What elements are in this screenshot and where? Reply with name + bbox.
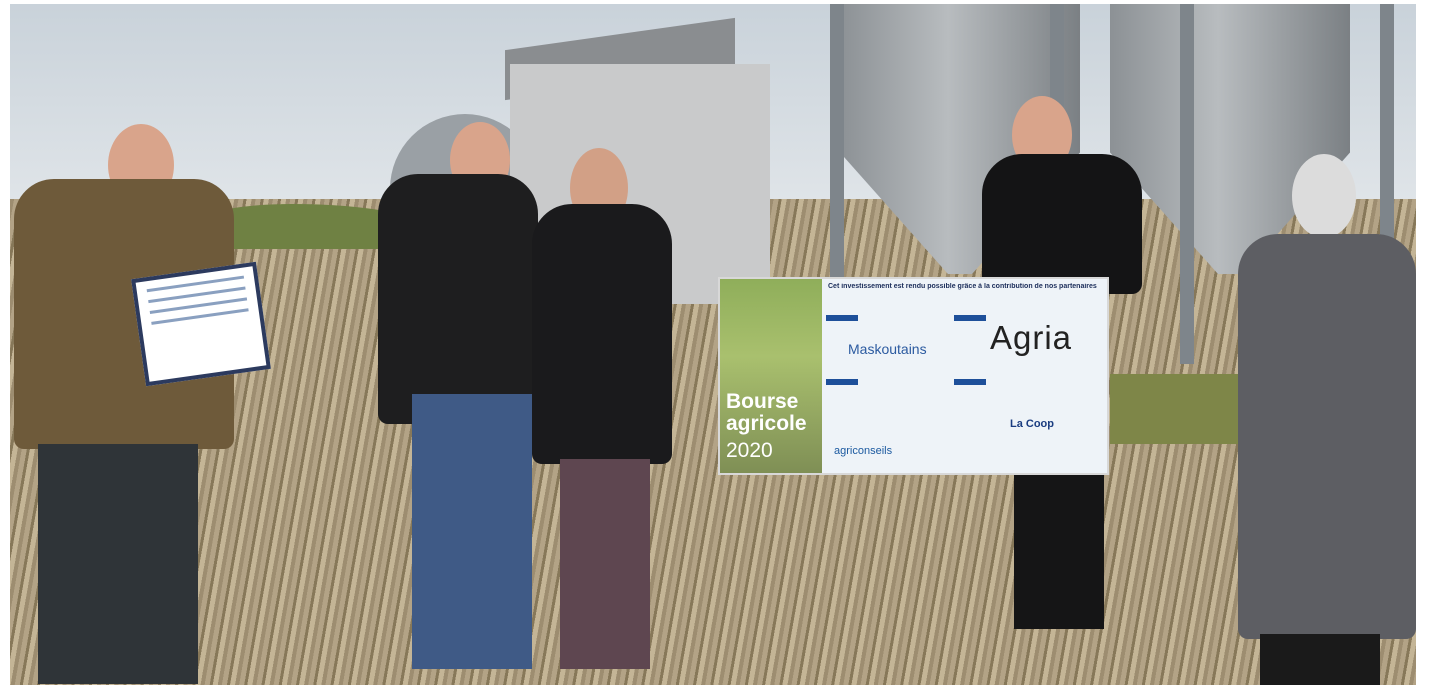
outdoor-photo: Bourse agricole 2020 Cet investissement … [10, 4, 1416, 685]
section-tab [826, 315, 858, 321]
banner-year: 2020 [726, 439, 773, 462]
section-tab [954, 379, 986, 385]
black-jacket [982, 154, 1142, 294]
boots [1260, 634, 1380, 685]
gray-coat [1238, 234, 1416, 639]
banner-header-text: Cet investissement est rendu possible gr… [828, 283, 1097, 290]
silo-leg [1180, 4, 1194, 364]
la-coop-logo: La Coop [1010, 418, 1054, 430]
pants [38, 444, 198, 684]
silo-leg [830, 4, 844, 284]
grass-patch-right [1110, 374, 1250, 444]
jeans [412, 394, 532, 669]
banner-crop-photo: Bourse agricole 2020 [720, 279, 822, 473]
head-with-hat [1292, 154, 1356, 238]
pants-and-boots [560, 459, 650, 669]
certificate [131, 261, 271, 387]
agria-logo: Agria [990, 319, 1073, 356]
banner-title-line1: Bourse [726, 390, 799, 413]
silo-leg [1380, 4, 1394, 254]
section-tab [954, 315, 986, 321]
banner-title-line2: agricole [726, 412, 807, 435]
black-pants [1014, 469, 1104, 629]
banner-sponsors-panel: Cet investissement est rendu possible gr… [822, 279, 1107, 473]
black-jacket [378, 174, 538, 424]
banner-title: Bourse agricole [726, 391, 807, 435]
section-tab [826, 379, 858, 385]
maskoutains-logo: Maskoutains [848, 341, 927, 357]
sponsor-banner: Bourse agricole 2020 Cet investissement … [718, 277, 1109, 475]
agriconseils-logo: agriconseils [834, 445, 893, 457]
black-coat [532, 204, 672, 464]
